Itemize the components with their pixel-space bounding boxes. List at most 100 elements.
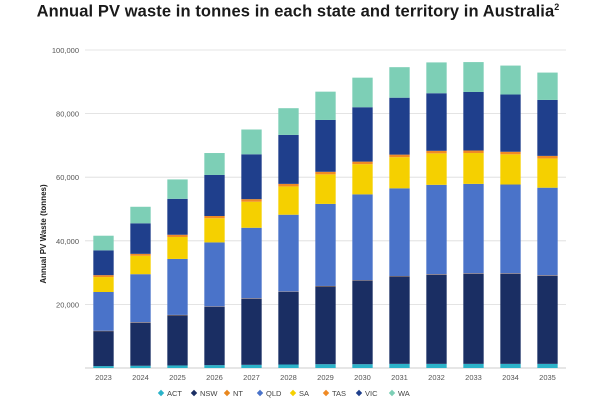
legend-marker-TAS: [322, 389, 330, 397]
bar-2023-TAS: [93, 275, 114, 278]
x-tick-label: 2027: [243, 373, 260, 382]
bar-2034-NSW: [500, 273, 521, 364]
bar-2032-WA: [426, 62, 447, 94]
bar-2026-TAS: [204, 215, 225, 219]
bar-2031-VIC: [389, 97, 410, 155]
y-tick-label: 20,000: [56, 300, 79, 309]
bar-2026-WA: [204, 153, 225, 175]
bar-2034-TAS: [500, 151, 521, 155]
y-axis-label: Annual PV Waste (tonnes): [39, 184, 48, 284]
legend-label-TAS: TAS: [332, 389, 346, 398]
bar-2028-WA: [278, 108, 299, 135]
legend-marker-NT: [223, 389, 231, 397]
x-tick-label: 2029: [317, 373, 334, 382]
bar-2029-NSW: [315, 286, 336, 365]
bar-2023-QLD: [93, 291, 114, 331]
bar-2035-QLD: [537, 187, 558, 276]
bar-2032-ACT: [426, 363, 447, 368]
x-tick-label: 2028: [280, 373, 297, 382]
bar-2025-VIC: [167, 198, 188, 235]
legend-marker-SA: [289, 389, 297, 397]
x-tick-label: 2033: [465, 373, 482, 382]
bar-2031-ACT: [389, 363, 410, 368]
x-tick-label: 2023: [95, 373, 112, 382]
bar-2033-QLD: [463, 183, 484, 274]
bar-2023-SA: [93, 277, 114, 292]
bar-2028-NSW: [278, 291, 299, 365]
legend-label-QLD: QLD: [266, 389, 282, 398]
y-tick-label: 60,000: [56, 173, 79, 182]
bars: [93, 62, 558, 368]
bar-2032-VIC: [426, 93, 447, 151]
bar-2024-VIC: [130, 223, 151, 254]
bar-2025-WA: [167, 179, 188, 199]
bar-2027-VIC: [241, 154, 262, 200]
bar-2026-ACT: [204, 365, 225, 368]
bar-2030-VIC: [352, 107, 373, 162]
legend-marker-VIC: [355, 389, 363, 397]
bar-2029-SA: [315, 174, 336, 204]
x-tick-label: 2030: [354, 373, 371, 382]
bar-2025-QLD: [167, 258, 188, 315]
bar-2023-VIC: [93, 250, 114, 276]
legend-label-WA: WA: [398, 389, 410, 398]
bar-2035-ACT: [537, 363, 558, 368]
x-tick-label: 2031: [391, 373, 408, 382]
bar-2026-SA: [204, 218, 225, 243]
bar-2032-SA: [426, 153, 447, 185]
bar-2025-TAS: [167, 234, 188, 237]
bar-2034-SA: [500, 154, 521, 185]
x-tick-label: 2035: [539, 373, 556, 382]
bar-2033-SA: [463, 153, 484, 184]
bar-2033-NSW: [463, 273, 484, 364]
bar-2031-TAS: [389, 154, 410, 158]
bar-2035-NSW: [537, 275, 558, 364]
bar-2024-SA: [130, 255, 151, 275]
legend-marker-WA: [388, 389, 396, 397]
legend-label-NT: NT: [233, 389, 243, 398]
bar-2035-VIC: [537, 99, 558, 156]
y-tick-label: 40,000: [56, 237, 79, 246]
bar-2029-QLD: [315, 203, 336, 286]
legend-marker-QLD: [256, 389, 264, 397]
bar-2024-ACT: [130, 365, 151, 368]
y-axis-ticks: 20,000 40,000 60,000 80,000 100,000: [52, 46, 79, 309]
x-tick-label: 2024: [132, 373, 149, 382]
bar-2030-NSW: [352, 280, 373, 365]
bar-2035-SA: [537, 158, 558, 188]
bar-2031-NSW: [389, 276, 410, 364]
bar-2030-QLD: [352, 194, 373, 281]
bar-2035-TAS: [537, 155, 558, 159]
legend-label-ACT: ACT: [167, 389, 182, 398]
bar-2033-VIC: [463, 91, 484, 151]
bar-2025-SA: [167, 236, 188, 259]
bar-2028-ACT: [278, 364, 299, 368]
bar-2034-QLD: [500, 184, 521, 274]
bar-2024-WA: [130, 206, 151, 224]
bar-2023-ACT: [93, 366, 114, 368]
bar-2030-WA: [352, 77, 373, 108]
bar-2027-QLD: [241, 227, 262, 299]
bar-2023-WA: [93, 235, 114, 251]
bar-2030-ACT: [352, 364, 373, 368]
legend-label-VIC: VIC: [365, 389, 378, 398]
bar-2028-QLD: [278, 214, 299, 292]
bar-2027-NSW: [241, 298, 262, 365]
bar-2024-QLD: [130, 274, 151, 323]
bar-2034-VIC: [500, 94, 521, 152]
y-tick-label: 100,000: [52, 46, 79, 55]
bar-2031-QLD: [389, 188, 410, 277]
bar-2033-ACT: [463, 363, 484, 368]
legend-label-SA: SA: [299, 389, 309, 398]
bar-2031-SA: [389, 157, 410, 189]
bar-2025-NSW: [167, 315, 188, 366]
legend-marker-NSW: [190, 389, 198, 397]
bar-2034-ACT: [500, 363, 521, 368]
bar-2030-SA: [352, 164, 373, 195]
x-tick-label: 2026: [206, 373, 223, 382]
bar-2031-WA: [389, 67, 410, 98]
x-tick-label: 2034: [502, 373, 519, 382]
bar-2029-TAS: [315, 171, 336, 175]
x-tick-label: 2025: [169, 373, 186, 382]
